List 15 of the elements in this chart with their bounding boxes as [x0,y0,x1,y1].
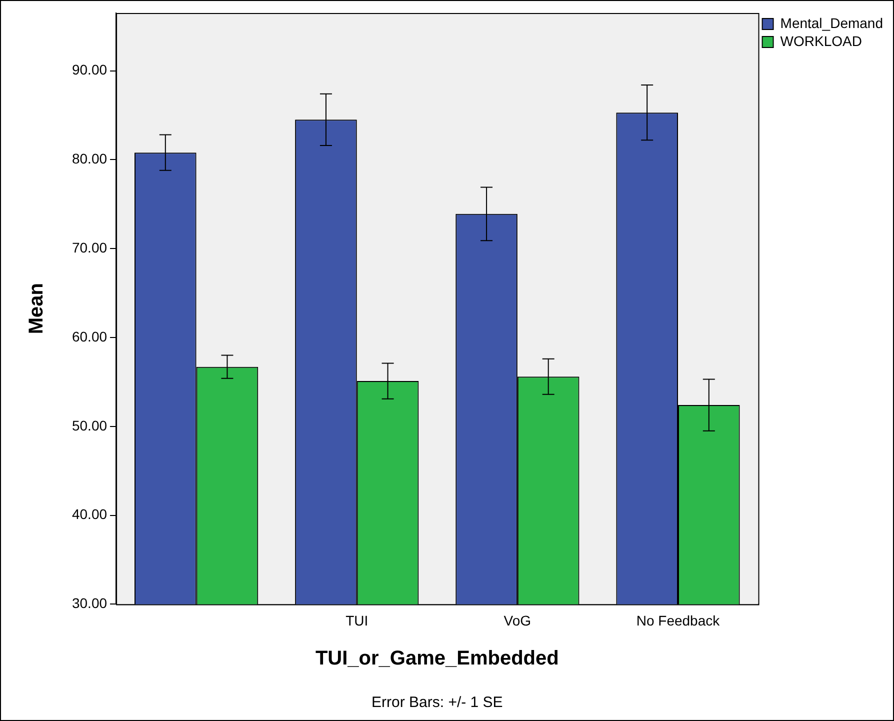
y-tick-label: 80.00 [72,150,108,167]
y-tick-label: 40.00 [72,506,108,522]
x-tick-label: VoG [504,612,532,628]
y-tick-label: 30.00 [72,595,108,612]
x-axis-title: TUI_or_Game_Embedded [315,648,559,670]
y-tick-label: 70.00 [72,239,108,256]
y-tick-label: 50.00 [72,417,108,434]
y-tick-label: 60.00 [72,328,108,344]
legend-label: WORKLOAD [780,32,862,49]
text: Error Bars: +/- 1 SE [372,694,503,711]
x-tick-label: TUI [346,612,368,628]
y-axis-title: Mean [26,283,48,334]
legend-label: Mental_Demand [780,14,884,31]
y-tick-label: 90.00 [72,62,108,78]
x-tick-label: No Feedback [636,612,721,628]
